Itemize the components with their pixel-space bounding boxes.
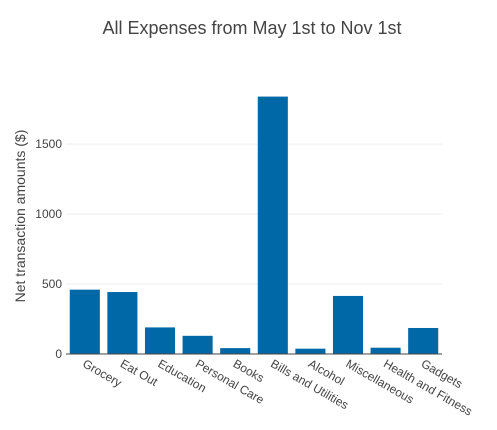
bars	[69, 96, 439, 355]
bar-education	[144, 327, 176, 354]
bar-alcohol	[295, 348, 326, 354]
y-axis-label: Net transaction amounts ($)	[12, 130, 28, 303]
bar-health-and-fitness	[370, 347, 401, 354]
bar-bills-and-utilities	[257, 96, 288, 355]
x-tick-label: Eat Out	[118, 356, 161, 389]
bar-books	[220, 348, 251, 354]
gridlines	[66, 143, 442, 285]
y-tick-label: 0	[55, 347, 62, 361]
bar-grocery	[69, 289, 100, 354]
x-tick-label: Grocery	[80, 356, 124, 389]
bar-miscellaneous	[332, 295, 364, 354]
y-tick-label: 500	[42, 277, 62, 291]
y-tick-label: 1500	[35, 137, 62, 151]
bar-personal-care	[182, 335, 213, 354]
bar-eat-out	[107, 292, 138, 354]
chart-title: All Expenses from May 1st to Nov 1st	[102, 18, 401, 38]
y-axis-ticks: 0 500 1000 1500	[35, 137, 62, 361]
bar-gadgets	[408, 327, 439, 354]
y-tick-label: 1000	[35, 207, 62, 221]
